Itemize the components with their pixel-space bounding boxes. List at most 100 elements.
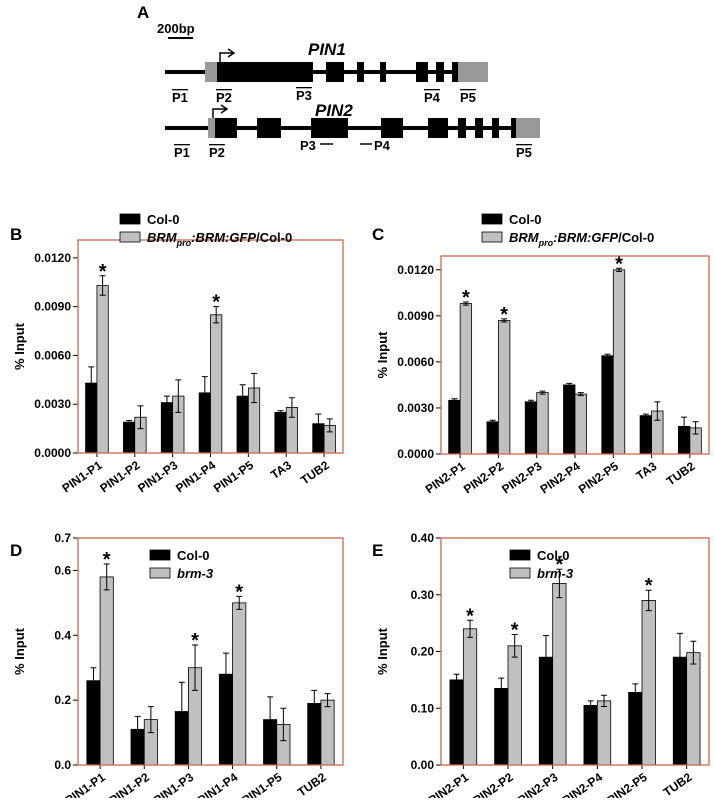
x-tick-label: PIN1-P3 bbox=[151, 770, 196, 798]
legend-text: Col-0 bbox=[509, 212, 542, 227]
significance-mark: * bbox=[555, 554, 563, 576]
exon bbox=[436, 62, 444, 82]
bar bbox=[232, 602, 247, 766]
legend-swatch bbox=[119, 231, 141, 243]
x-tick-label: PIN1-P1 bbox=[59, 458, 104, 496]
panel-label: D bbox=[10, 541, 22, 560]
y-tick-label: 0.0000 bbox=[397, 447, 434, 461]
error-bar bbox=[324, 693, 331, 708]
y-tick-label: 0.0090 bbox=[34, 300, 71, 314]
error-bar bbox=[692, 421, 699, 435]
plot-frame bbox=[77, 537, 344, 766]
legend-text: brm-3 bbox=[537, 566, 574, 581]
error-bar bbox=[587, 700, 594, 711]
exon bbox=[492, 118, 499, 138]
error-bar bbox=[462, 301, 469, 306]
legend-text: /Col-0 bbox=[256, 230, 292, 245]
x-tick-label: PIN2-P1 bbox=[426, 770, 471, 798]
exon bbox=[326, 62, 344, 82]
y-axis-label: % Input bbox=[375, 331, 390, 379]
y-tick-label: 0.4 bbox=[54, 628, 71, 642]
x-tick-label: PIN2-P2 bbox=[471, 770, 516, 798]
exon bbox=[311, 118, 348, 138]
error-bar bbox=[467, 619, 474, 638]
legend-text: :BRM:GFP bbox=[553, 230, 618, 245]
bar bbox=[459, 303, 473, 455]
error-bar bbox=[604, 353, 611, 358]
gene-name: PIN1 bbox=[308, 40, 346, 59]
legend-text: BRM bbox=[509, 230, 540, 245]
bar bbox=[99, 576, 114, 766]
bar bbox=[486, 421, 499, 455]
exon bbox=[428, 118, 448, 138]
error-bar bbox=[192, 644, 199, 691]
utr bbox=[516, 118, 540, 138]
legend-label: brm-3 bbox=[177, 566, 214, 581]
x-tick-label: PIN1-P2 bbox=[107, 770, 152, 798]
legend-text: pro bbox=[538, 238, 554, 248]
legend-swatch bbox=[149, 567, 171, 579]
y-tick-label: 0.7 bbox=[54, 531, 71, 545]
error-bar bbox=[178, 681, 185, 742]
tss-arrow bbox=[212, 104, 229, 118]
primer: P2 bbox=[209, 145, 225, 160]
significance-mark: * bbox=[191, 630, 199, 652]
significance-mark: * bbox=[212, 292, 220, 314]
y-tick-label: 0.0120 bbox=[397, 263, 434, 277]
bar bbox=[462, 628, 478, 766]
legend-swatch bbox=[509, 549, 531, 561]
error-bar bbox=[654, 401, 661, 421]
y-axis-label: % Input bbox=[12, 322, 27, 370]
primer: P1 bbox=[174, 145, 190, 160]
exon bbox=[257, 118, 281, 138]
error-bar bbox=[311, 689, 318, 717]
legend-text: Col-0 bbox=[537, 548, 570, 563]
x-tick-label: PIN2-P4 bbox=[560, 770, 605, 798]
bar bbox=[686, 652, 701, 766]
bar bbox=[96, 285, 109, 454]
primer: P2 bbox=[216, 90, 232, 105]
utr bbox=[205, 62, 217, 82]
primers: P1 P2 P3 P4 P5 bbox=[172, 88, 476, 105]
legend-swatch bbox=[481, 231, 503, 243]
y-tick-label: 0.30 bbox=[411, 588, 435, 602]
plot-frame bbox=[440, 537, 710, 766]
error-bar bbox=[288, 397, 295, 418]
error-bar bbox=[277, 410, 284, 415]
bar bbox=[641, 600, 656, 766]
gene-name: PIN2 bbox=[315, 101, 353, 120]
error-bar bbox=[213, 306, 220, 324]
bar bbox=[498, 320, 511, 455]
legend-text: brm-3 bbox=[177, 566, 214, 581]
significance-mark: * bbox=[645, 575, 653, 597]
x-tick-label: TA3 bbox=[633, 459, 659, 483]
x-tick-label: PIN2-P4 bbox=[538, 459, 583, 497]
legend-text: /Col-0 bbox=[618, 230, 654, 245]
y-tick-label: 0.6 bbox=[54, 563, 71, 577]
error-bar bbox=[147, 706, 154, 734]
primer: P3 bbox=[296, 88, 312, 103]
legend-swatch bbox=[119, 213, 141, 225]
legend-label: Col-0 bbox=[177, 548, 210, 563]
primer: P3 bbox=[300, 138, 316, 153]
legend-text: Col-0 bbox=[147, 212, 180, 227]
bar bbox=[536, 392, 549, 455]
bar bbox=[449, 679, 464, 766]
x-tick-label: PIN1-P3 bbox=[135, 458, 180, 496]
x-tick-label: TUB2 bbox=[298, 458, 332, 488]
x-tick-label: PIN1-P4 bbox=[173, 458, 218, 496]
x-tick-label: PIN1-P1 bbox=[63, 770, 108, 798]
bar bbox=[628, 691, 643, 766]
legend-label: BRMpro:BRM:GFP/Col-0 bbox=[509, 230, 654, 248]
error-bar bbox=[326, 418, 333, 433]
bar bbox=[552, 583, 567, 766]
bar bbox=[601, 355, 614, 455]
error-bar bbox=[566, 382, 573, 387]
bar bbox=[612, 269, 626, 455]
error-bar bbox=[501, 318, 508, 323]
y-tick-label: 0.0 bbox=[54, 758, 71, 772]
legend-swatch bbox=[509, 567, 531, 579]
y-tick-label: 0.10 bbox=[411, 701, 435, 715]
error-bar bbox=[542, 635, 549, 680]
